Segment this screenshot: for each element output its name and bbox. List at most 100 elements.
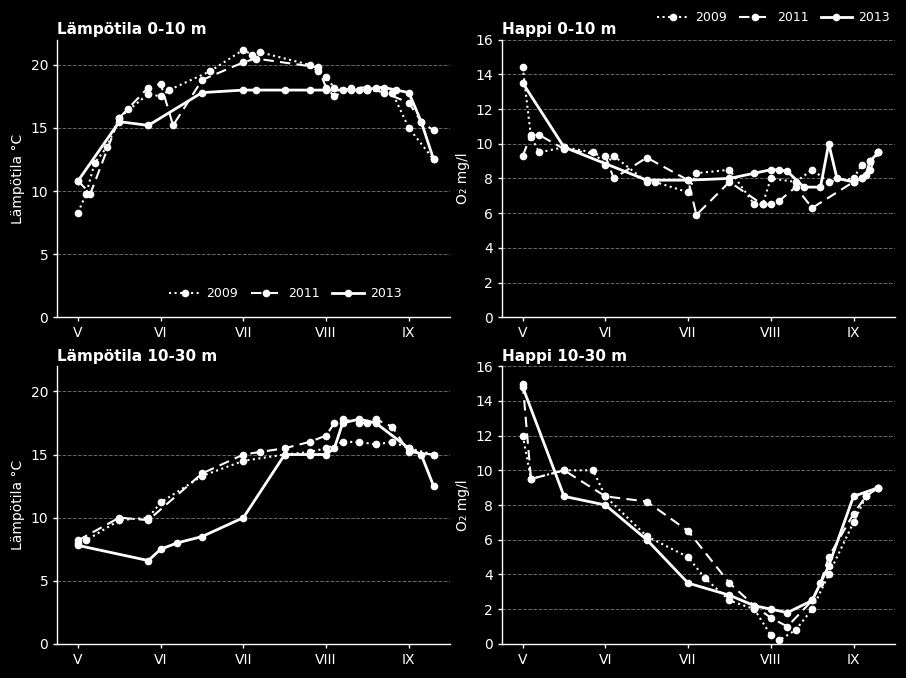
2013 [155,545,166,553]
2013 [815,183,826,191]
2013 [798,183,809,191]
2011 [608,174,619,182]
2011 [122,105,133,113]
2011 [724,178,735,186]
2011 [600,492,611,500]
2011 [403,448,414,456]
Line: 2013: 2013 [520,80,882,191]
2013 [766,605,776,613]
2013 [321,86,332,94]
2009 [641,532,652,540]
2009 [337,438,348,446]
2013 [782,609,793,617]
Y-axis label: O₂ mg/l: O₂ mg/l [456,153,469,204]
Text: Lämpötila 0-10 m: Lämpötila 0-10 m [57,22,207,37]
2009 [588,148,599,157]
Line: 2011: 2011 [520,132,882,218]
2011 [238,58,249,66]
2009 [143,89,154,98]
2009 [790,178,801,186]
2013 [600,501,611,509]
2013 [143,121,154,129]
2011 [872,148,883,157]
2013 [749,601,760,610]
2011 [403,98,414,106]
2009 [864,157,875,165]
2009 [345,86,356,94]
2011 [387,422,398,431]
Text: Happi 0-10 m: Happi 0-10 m [502,22,617,37]
Text: Happi 10-30 m: Happi 10-30 m [502,348,627,363]
2011 [197,76,207,84]
2011 [782,622,793,631]
2011 [304,438,315,446]
2009 [114,516,125,524]
2011 [345,83,356,92]
2009 [143,513,154,521]
2009 [114,114,125,122]
2011 [872,483,883,492]
2011 [517,380,528,388]
2013 [238,86,249,94]
2013 [429,482,439,490]
2009 [861,492,872,500]
2009 [824,178,834,186]
2011 [429,450,439,458]
2011 [534,131,545,139]
2013 [371,419,381,427]
2009 [588,466,599,475]
2009 [155,92,166,100]
2013 [416,117,427,125]
2009 [246,51,257,59]
2009 [313,67,323,75]
2011 [238,450,249,458]
2011 [525,131,536,139]
2013 [371,83,381,92]
Line: 2013: 2013 [75,416,437,563]
2011 [85,190,96,198]
2009 [387,89,398,97]
2011 [559,145,570,153]
2009 [238,45,249,54]
2009 [724,597,735,605]
2009 [238,457,249,465]
2013 [824,561,834,570]
Text: Lämpötila 10-30 m: Lämpötila 10-30 m [57,348,217,363]
2011 [600,152,611,160]
2011 [416,117,427,125]
2009 [559,143,570,151]
Line: 2011: 2011 [75,56,437,197]
Line: 2011: 2011 [75,416,437,544]
2009 [517,63,528,71]
2013 [416,450,427,458]
2009 [757,201,768,209]
2013 [559,492,570,500]
Line: 2009: 2009 [520,433,882,643]
2009 [683,553,694,561]
2011 [155,80,166,88]
2013 [353,86,364,94]
2009 [163,86,174,94]
2011 [72,177,83,185]
2013 [172,539,183,547]
2013 [848,492,859,500]
Line: 2009: 2009 [520,64,882,207]
2009 [81,536,92,544]
2013 [197,89,207,97]
2011 [790,183,801,191]
2013 [749,169,760,177]
2013 [72,541,83,549]
2013 [824,140,834,148]
2009 [81,190,92,198]
2009 [101,143,112,151]
2011 [749,601,760,610]
2013 [559,143,570,151]
2011 [197,469,207,477]
2011 [691,211,702,219]
2009 [279,450,290,458]
2009 [403,444,414,452]
2009 [304,61,315,69]
2009 [255,48,265,56]
2009 [790,626,801,634]
2013 [517,383,528,391]
